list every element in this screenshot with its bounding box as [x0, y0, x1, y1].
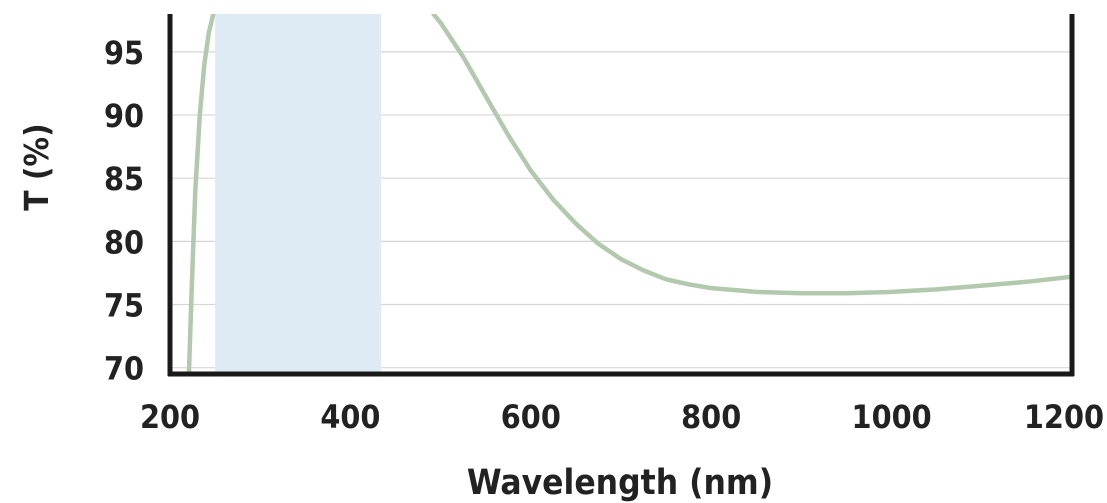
- x-tick-label-800: 800: [681, 398, 741, 436]
- x-tick-label-400: 400: [320, 398, 380, 436]
- highlight-band: [215, 14, 382, 374]
- x-tick-label-1000: 1000: [852, 398, 932, 436]
- axis-layer: [167, 14, 1075, 377]
- x-tick-label-1200: 1200: [1024, 398, 1104, 436]
- y-tick-label-90: 90: [104, 97, 144, 135]
- y-tick-label-70: 70: [104, 350, 144, 388]
- y-tick-label-80: 80: [104, 223, 144, 261]
- tick-layer: 70 75 80 85 90 95 200 400 600 800 1000 1200: [104, 34, 1104, 436]
- x-axis-title: Wavelength (nm): [467, 463, 773, 503]
- x-tick-label-600: 600: [501, 398, 561, 436]
- series-line-segment-1: [431, 14, 1072, 296]
- y-tick-label-85: 85: [104, 160, 144, 198]
- line-layer: [186, 14, 1072, 374]
- band-layer: [215, 14, 382, 374]
- y-axis-title: T (%): [17, 123, 56, 210]
- y-tick-label-75: 75: [104, 287, 144, 325]
- y-tick-label-95: 95: [104, 34, 144, 72]
- series-line-segment-0: [186, 14, 216, 374]
- x-tick-label-200: 200: [140, 398, 200, 436]
